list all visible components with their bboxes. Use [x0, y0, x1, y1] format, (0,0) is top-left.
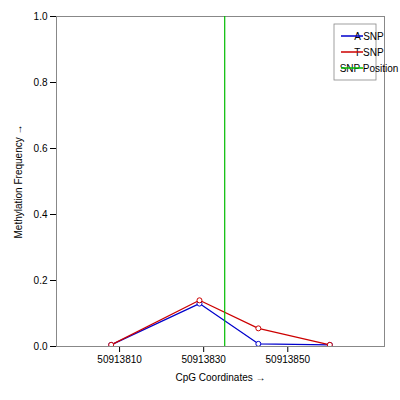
svg-text:0.2: 0.2: [34, 275, 48, 286]
svg-text:Methylation Frequency →: Methylation Frequency →: [13, 125, 24, 239]
svg-text:0.4: 0.4: [34, 209, 48, 220]
svg-text:CpG Coordinates →: CpG Coordinates →: [175, 372, 265, 383]
svg-text:0.8: 0.8: [34, 77, 48, 88]
svg-text:0.6: 0.6: [34, 143, 48, 154]
svg-text:0.0: 0.0: [34, 341, 48, 352]
svg-text:SNP Position: SNP Position: [340, 63, 399, 74]
svg-text:T SNP: T SNP: [354, 46, 384, 58]
svg-text:1.0: 1.0: [34, 11, 48, 22]
svg-text:A SNP: A SNP: [354, 30, 384, 42]
svg-text:50913830: 50913830: [181, 354, 226, 365]
svg-text:50913850: 50913850: [266, 354, 311, 365]
svg-text:50913810: 50913810: [97, 354, 142, 365]
